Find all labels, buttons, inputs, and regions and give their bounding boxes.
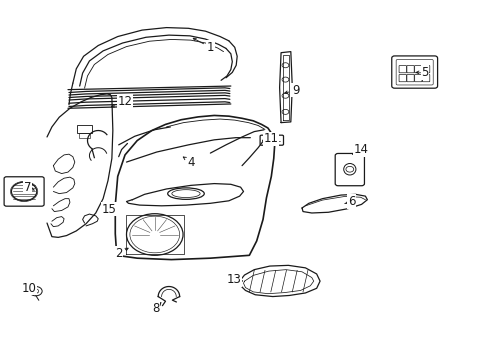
Text: 10: 10 bbox=[21, 282, 37, 295]
Text: 11: 11 bbox=[262, 132, 278, 145]
Text: 8: 8 bbox=[152, 302, 161, 315]
Text: 15: 15 bbox=[102, 203, 116, 216]
Text: 7: 7 bbox=[24, 181, 34, 194]
Text: 2: 2 bbox=[115, 247, 128, 260]
Text: 14: 14 bbox=[352, 143, 368, 156]
Text: 6: 6 bbox=[344, 195, 355, 208]
Text: 5: 5 bbox=[415, 66, 427, 79]
Text: 1: 1 bbox=[193, 38, 214, 54]
Text: 12: 12 bbox=[111, 95, 132, 108]
Text: 9: 9 bbox=[284, 84, 299, 97]
Text: 13: 13 bbox=[226, 273, 242, 286]
Text: 4: 4 bbox=[183, 156, 194, 168]
